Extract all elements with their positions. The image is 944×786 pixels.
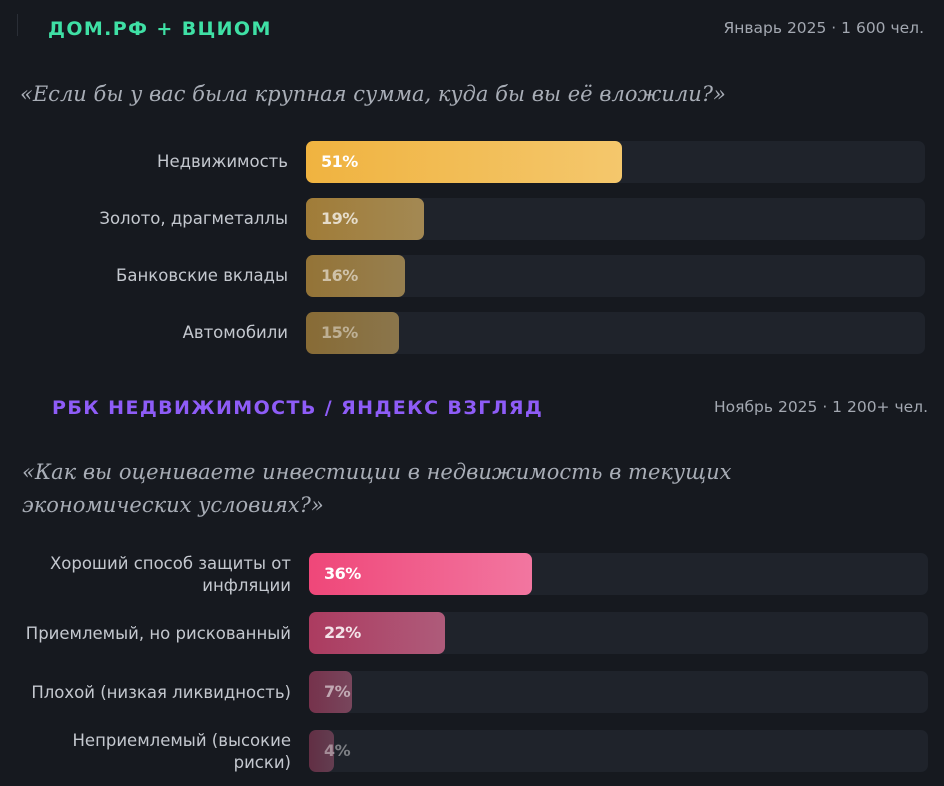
bar-fill bbox=[306, 198, 424, 240]
bar-value-label: 16% bbox=[321, 266, 358, 285]
bar-category-label: Банковские вклады bbox=[116, 266, 288, 285]
bar-value-label: 7% bbox=[324, 682, 351, 701]
bar-row: Золото, драгметаллы 19% bbox=[0, 198, 944, 240]
source-header: РБК НЕДВИЖИМОСТЬ / ЯНДЕКС ВЗГЛЯД Ноябрь … bbox=[0, 378, 944, 434]
bar-value-label: 22% bbox=[324, 623, 361, 642]
bar-fill bbox=[309, 553, 532, 595]
bar-category-label: Автомобили bbox=[182, 323, 288, 342]
bar-track: 4% bbox=[309, 730, 928, 772]
source-title: РБК НЕДВИЖИМОСТЬ / ЯНДЕКС ВЗГЛЯД bbox=[52, 397, 544, 419]
source-meta: Январь 2025 · 1 600 чел. bbox=[723, 19, 925, 37]
bar-row: Плохой (низкая ликвидность) 7% bbox=[0, 671, 944, 713]
source-title: ДОМ.РФ + ВЦИОМ bbox=[48, 18, 272, 40]
bar-category-label: Приемлемый, но рискованный bbox=[25, 624, 291, 643]
bar-fill bbox=[309, 671, 353, 713]
bar-row: Банковские вклады 16% bbox=[0, 255, 944, 297]
bar-track: 51% bbox=[306, 141, 925, 183]
bar-value-label: 51% bbox=[321, 152, 358, 171]
bar-value-label: 4% bbox=[324, 741, 351, 760]
bar-category-label: Неприемлемый (высокие риски) bbox=[72, 731, 291, 772]
source-meta: Ноябрь 2025 · 1 200+ чел. bbox=[714, 398, 928, 416]
bar-category-label: Золото, драгметаллы bbox=[99, 209, 288, 228]
bar-fill bbox=[306, 312, 399, 354]
bar-value-label: 36% bbox=[324, 564, 361, 583]
left-divider bbox=[17, 14, 18, 36]
bar-fill bbox=[309, 612, 446, 654]
bar-row: Приемлемый, но рискованный 22% bbox=[0, 612, 944, 654]
bar-fill bbox=[306, 255, 406, 297]
bar-row: Хороший способ защиты от инфляции 36% bbox=[0, 553, 944, 595]
bar-fill bbox=[306, 141, 622, 183]
bar-category-label: Недвижимость bbox=[157, 152, 288, 171]
survey-question: «Как вы оцениваете инвестиции в недвижим… bbox=[22, 460, 732, 517]
source-header: ДОМ.РФ + ВЦИОМ Январь 2025 · 1 600 чел. bbox=[0, 0, 944, 56]
bar-track: 15% bbox=[306, 312, 925, 354]
bar-row: Недвижимость 51% bbox=[0, 141, 944, 183]
bar-track: 36% bbox=[309, 553, 928, 595]
bar-value-label: 15% bbox=[321, 323, 358, 342]
bar-fill bbox=[309, 730, 334, 772]
bar-track: 16% bbox=[306, 255, 925, 297]
bar-row: Автомобили 15% bbox=[0, 312, 944, 354]
bar-value-label: 19% bbox=[321, 209, 358, 228]
survey-question: «Если бы у вас была крупная сумма, куда … bbox=[20, 82, 726, 106]
bar-category-label: Хороший способ защиты от инфляции bbox=[49, 554, 291, 595]
bar-track: 7% bbox=[309, 671, 928, 713]
bar-track: 19% bbox=[306, 198, 925, 240]
bar-category-label: Плохой (низкая ликвидность) bbox=[31, 683, 291, 702]
bar-track: 22% bbox=[309, 612, 928, 654]
bar-row: Неприемлемый (высокие риски) 4% bbox=[0, 730, 944, 772]
